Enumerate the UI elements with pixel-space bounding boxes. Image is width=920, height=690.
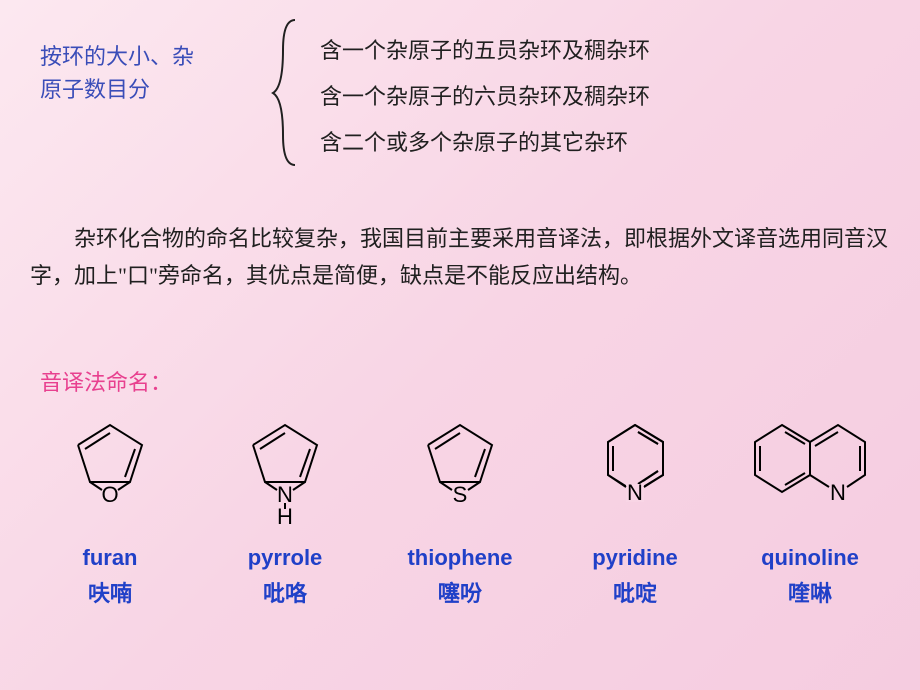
category-item: 含一个杂原子的五员杂环及稠杂环 (320, 28, 650, 74)
thiophene-structure: S (410, 420, 510, 530)
heteroatom-label: N (627, 480, 643, 505)
pyridine-structure: N N (598, 420, 673, 530)
body-paragraph: 杂环化合物的命名比较复杂，我国目前主要采用音译法，即根据外文译音选用同音汉字，加… (30, 220, 890, 295)
name-chinese: 吡咯 (263, 576, 307, 608)
naming-method-label: 音译法命名： (40, 365, 172, 397)
molecule-quinoline: N quinoline 喹啉 (725, 420, 895, 608)
pyrrole-structure: N H (235, 420, 335, 530)
category-item: 含一个杂原子的六员杂环及稠杂环 (320, 74, 650, 120)
molecule-pyrrole: N H pyrrole 吡咯 (200, 420, 370, 608)
name-chinese: 噻吩 (438, 576, 482, 608)
molecule-furan: O furan 呋喃 (25, 420, 195, 608)
name-english: thiophene (407, 545, 512, 571)
molecule-row: O furan 呋喃 N H pyrrole 吡咯 (25, 420, 895, 608)
category-item: 含二个或多个杂原子的其它杂环 (320, 120, 650, 166)
heteroatom-label: S (453, 482, 468, 507)
brace-icon (265, 15, 305, 170)
molecule-thiophene: S thiophene 噻吩 (375, 420, 545, 608)
name-english: furan (83, 545, 138, 571)
name-english: quinoline (761, 545, 859, 571)
category-list: 含一个杂原子的五员杂环及稠杂环 含一个杂原子的六员杂环及稠杂环 含二个或多个杂原… (320, 28, 650, 167)
heteroatom-label: N (830, 480, 846, 505)
name-english: pyrrole (248, 545, 323, 571)
name-chinese: 呋喃 (88, 576, 132, 608)
quinoline-structure: N (745, 420, 875, 530)
name-chinese: 喹啉 (788, 576, 832, 608)
name-english: pyridine (592, 545, 678, 571)
molecule-pyridine: N N pyridine 吡啶 (550, 420, 720, 608)
heteroatom-label: O (101, 482, 118, 507)
classification-label: 按环的大小、杂原子数目分 (40, 40, 215, 106)
name-chinese: 吡啶 (613, 576, 657, 608)
furan-structure: O (60, 420, 160, 530)
